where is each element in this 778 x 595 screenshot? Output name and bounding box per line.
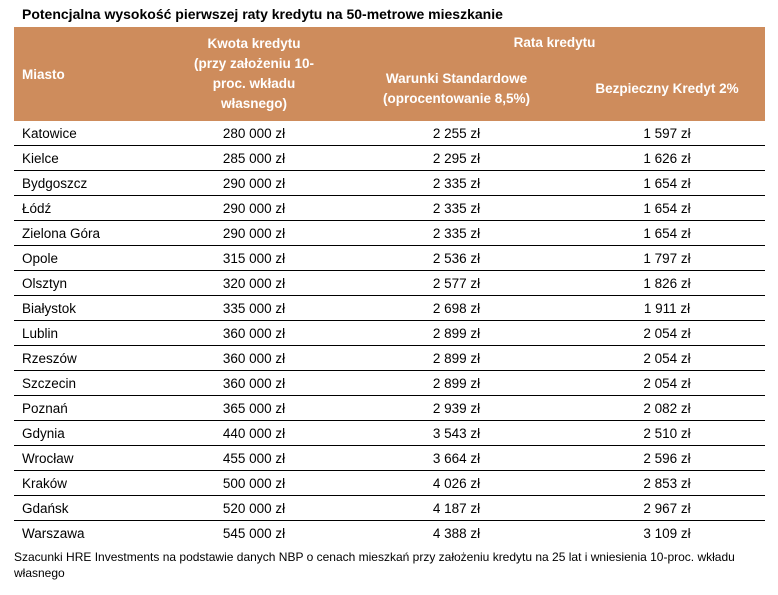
cell-loan-amount: 285 000 zł	[164, 145, 344, 171]
cell-safe-credit-installment: 1 911 zł	[569, 295, 765, 321]
cell-safe-credit-installment: 2 510 zł	[569, 420, 765, 446]
cell-safe-credit-installment: 2 054 zł	[569, 345, 765, 371]
cell-loan-amount: 290 000 zł	[164, 195, 344, 221]
cell-standard-installment: 2 335 zł	[344, 170, 569, 196]
cell-city: Łódź	[14, 195, 164, 221]
table-body: Katowice 280 000 zł 2 255 zł 1 597 zł Kielce…	[14, 121, 765, 545]
table-row: Bydgoszcz 290 000 zł 2 335 zł 1 654 zł	[14, 170, 765, 196]
cell-standard-installment: 2 295 zł	[344, 145, 569, 171]
cell-loan-amount: 360 000 zł	[164, 370, 344, 396]
table-row: Kielce 285 000 zł 2 295 zł 1 626 zł	[14, 145, 765, 171]
table-row: Opole 315 000 zł 2 536 zł 1 797 zł	[14, 245, 765, 271]
cell-city: Rzeszów	[14, 345, 164, 371]
cell-loan-amount: 455 000 zł	[164, 445, 344, 471]
header-row-sub: Warunki Standardowe (oprocentowanie 8,5%…	[14, 57, 765, 121]
table-header: Miasto Kwota kredytu (przy założeniu 10-…	[14, 27, 765, 121]
cell-loan-amount: 440 000 zł	[164, 420, 344, 446]
cell-loan-amount: 320 000 zł	[164, 270, 344, 296]
table-row: Zielona Góra 290 000 zł 2 335 zł 1 654 zł	[14, 220, 765, 246]
cell-city: Opole	[14, 245, 164, 271]
cell-safe-credit-installment: 1 654 zł	[569, 170, 765, 196]
cell-standard-installment: 2 255 zł	[344, 121, 569, 146]
col-header-standard-terms: Warunki Standardowe (oprocentowanie 8,5%…	[344, 57, 569, 121]
cell-loan-amount: 290 000 zł	[164, 220, 344, 246]
table-row: Katowice 280 000 zł 2 255 zł 1 597 zł	[14, 121, 765, 146]
mortgage-installment-table: Miasto Kwota kredytu (przy założeniu 10-…	[14, 27, 765, 545]
cell-standard-installment: 2 536 zł	[344, 245, 569, 271]
col-header-city: Miasto	[14, 27, 164, 121]
cell-loan-amount: 365 000 zł	[164, 395, 344, 421]
cell-safe-credit-installment: 1 654 zł	[569, 220, 765, 246]
col-header-loan-amount: Kwota kredytu (przy założeniu 10- proc. …	[164, 27, 344, 121]
table-row: Szczecin 360 000 zł 2 899 zł 2 054 zł	[14, 370, 765, 396]
cell-standard-installment: 2 939 zł	[344, 395, 569, 421]
table-row: Wrocław 455 000 zł 3 664 zł 2 596 zł	[14, 445, 765, 471]
cell-city: Wrocław	[14, 445, 164, 471]
table-row: Lublin 360 000 zł 2 899 zł 2 054 zł	[14, 320, 765, 346]
cell-safe-credit-installment: 2 853 zł	[569, 470, 765, 496]
cell-loan-amount: 315 000 zł	[164, 245, 344, 271]
cell-safe-credit-installment: 2 596 zł	[569, 445, 765, 471]
table-row: Kraków 500 000 zł 4 026 zł 2 853 zł	[14, 470, 765, 496]
header-row-group: Miasto Kwota kredytu (przy założeniu 10-…	[14, 27, 765, 121]
cell-standard-installment: 4 187 zł	[344, 495, 569, 521]
cell-standard-installment: 4 388 zł	[432, 525, 481, 541]
cell-standard-installment: 2 899 zł	[344, 320, 569, 346]
cell-loan-amount: 290 000 zł	[164, 170, 344, 196]
cell-safe-credit-installment: 1 654 zł	[569, 195, 765, 221]
cell-safe-credit-installment: 1 797 zł	[569, 245, 765, 271]
cell-loan-amount: 545 000 zł	[222, 525, 286, 541]
table-row: Poznań 365 000 zł 2 939 zł 2 082 zł	[14, 395, 765, 421]
table-row: Warszawa 545 000 zł 4 388 zł 3 109 zł	[14, 521, 765, 546]
cell-loan-amount: 500 000 zł	[164, 470, 344, 496]
table-row: Gdynia 440 000 zł 3 543 zł 2 510 zł	[14, 420, 765, 446]
cell-city: Olsztyn	[14, 270, 164, 296]
page-title: Potencjalna wysokość pierwszej raty kred…	[22, 6, 503, 22]
cell-city: Zielona Góra	[14, 220, 164, 246]
table-row: Olsztyn 320 000 zł 2 577 zł 1 826 zł	[14, 270, 765, 296]
cell-city: Warszawa	[22, 525, 85, 541]
cell-safe-credit-installment: 2 054 zł	[569, 320, 765, 346]
cell-standard-installment: 4 026 zł	[344, 470, 569, 496]
cell-standard-installment: 2 335 zł	[344, 195, 569, 221]
table-row: Białystok 335 000 zł 2 698 zł 1 911 zł	[14, 295, 765, 321]
cell-standard-installment: 3 543 zł	[344, 420, 569, 446]
col-header-installment-group: Rata kredytu	[344, 27, 765, 57]
col-header-safe-credit: Bezpieczny Kredyt 2%	[569, 57, 765, 121]
cell-safe-credit-installment: 1 626 zł	[569, 145, 765, 171]
cell-safe-credit-installment: 1 826 zł	[569, 270, 765, 296]
cell-city: Gdynia	[14, 420, 164, 446]
cell-loan-amount: 280 000 zł	[164, 121, 344, 146]
cell-safe-credit-installment: 3 109 zł	[643, 525, 691, 541]
cell-safe-credit-installment: 2 054 zł	[569, 370, 765, 396]
cell-city: Bydgoszcz	[14, 170, 164, 196]
cell-city: Kielce	[14, 145, 164, 171]
cell-standard-installment: 2 899 zł	[344, 370, 569, 396]
cell-city: Lublin	[14, 320, 164, 346]
cell-safe-credit-installment: 1 597 zł	[569, 121, 765, 146]
cell-standard-installment: 2 335 zł	[344, 220, 569, 246]
cell-safe-credit-installment: 2 967 zł	[569, 495, 765, 521]
cell-loan-amount: 360 000 zł	[164, 345, 344, 371]
page: Potencjalna wysokość pierwszej raty kred…	[0, 6, 778, 595]
cell-standard-installment: 2 899 zł	[344, 345, 569, 371]
cell-standard-installment: 2 577 zł	[344, 270, 569, 296]
cell-city: Kraków	[14, 470, 164, 496]
cell-standard-installment: 2 698 zł	[344, 295, 569, 321]
cell-standard-installment: 3 664 zł	[344, 445, 569, 471]
cell-loan-amount: 360 000 zł	[164, 320, 344, 346]
table-row: Łódź 290 000 zł 2 335 zł 1 654 zł	[14, 195, 765, 221]
cell-city: Gdańsk	[14, 495, 164, 521]
cell-city: Białystok	[14, 295, 164, 321]
cell-city: Katowice	[14, 121, 164, 146]
source-note: Szacunki HRE Investments na podstawie da…	[14, 550, 735, 581]
table-row: Rzeszów 360 000 zł 2 899 zł 2 054 zł	[14, 345, 765, 371]
table-row: Gdańsk 520 000 zł 4 187 zł 2 967 zł	[14, 495, 765, 521]
cell-city: Poznań	[14, 395, 164, 421]
cell-loan-amount: 520 000 zł	[164, 495, 344, 521]
cell-city: Szczecin	[14, 370, 164, 396]
cell-loan-amount: 335 000 zł	[164, 295, 344, 321]
cell-safe-credit-installment: 2 082 zł	[569, 395, 765, 421]
